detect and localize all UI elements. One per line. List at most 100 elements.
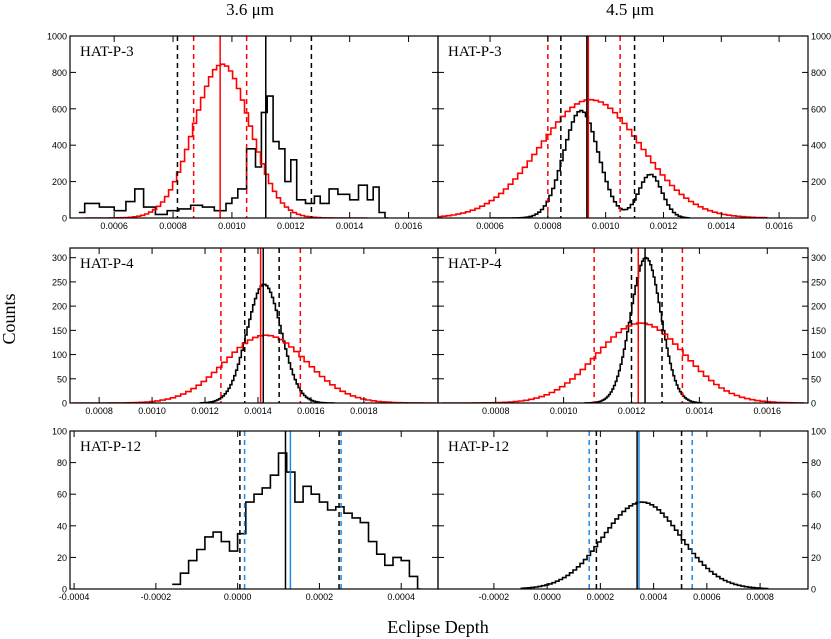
y-tick-label: 150: [52, 326, 67, 336]
planet-label: HAT-P-12: [448, 439, 509, 455]
planet-label: HAT-P-4: [448, 256, 502, 272]
y-axis-label: Counts: [0, 293, 19, 344]
y-tick-label: 400: [52, 141, 67, 151]
y-tick-label: 600: [52, 104, 67, 114]
y-tick-label: 0: [811, 214, 816, 224]
y-tick-label: 40: [57, 521, 67, 531]
plot-area: [441, 248, 805, 403]
panel-hat-p-4-4-5: 0.0008 0.0010 0.0012 0.0014 0.0016 0 50 100 150 2…: [437, 247, 826, 416]
y-tick-label: 200: [52, 177, 67, 187]
x-tick-label: 0.0006: [693, 592, 721, 602]
x-tick-label: 0.0000: [224, 592, 252, 602]
histogram-series-black: [490, 109, 690, 218]
x-tick-label: 0.0016: [395, 221, 423, 231]
x-tick-label: 0.0006: [476, 221, 504, 231]
y-tick-label: 200: [811, 302, 826, 312]
column-title-3-6-micron: 3.6 μm: [226, 0, 274, 19]
y-tick-label: 40: [811, 521, 821, 531]
y-tick-label: 100: [811, 427, 826, 437]
y-tick-label: 20: [811, 553, 821, 563]
y-tick-label: 0: [62, 214, 67, 224]
x-tick-label: 0.0010: [138, 406, 166, 416]
y-tick-label: 0: [62, 585, 67, 595]
planet-label: HAT-P-3: [80, 44, 134, 60]
plot-area: [438, 36, 768, 218]
y-tick-label: 250: [52, 277, 67, 287]
x-tick-label: 0.0008: [746, 592, 774, 602]
x-tick-label: -0.0002: [479, 592, 510, 602]
x-tick-label: 0.0004: [640, 592, 668, 602]
x-tick-label: 0.0016: [765, 221, 793, 231]
y-tick-label: 400: [811, 141, 826, 151]
x-tick-label: 0.0014: [686, 406, 714, 416]
y-tick-label: 200: [811, 177, 826, 187]
y-tick-label: 80: [811, 458, 821, 468]
y-tick-label: 80: [57, 458, 67, 468]
x-tick-label: 0.0012: [618, 406, 646, 416]
y-tick-label: 60: [57, 490, 67, 500]
histogram-series-black: [172, 452, 421, 589]
x-tick-label: 0.0004: [387, 592, 415, 602]
x-tick-label: 0.0014: [708, 221, 736, 231]
histogram-series-red: [438, 98, 768, 218]
x-tick-label: 0.0016: [297, 406, 325, 416]
y-tick-label: 1000: [811, 32, 831, 42]
x-tick-label: 0.0002: [587, 592, 615, 602]
panel-frame: [437, 247, 809, 404]
y-tick-label: 20: [57, 553, 67, 563]
panel-hat-p-12-4-5: -0.0002 0.0000 0.0002 0.0004 0.0006 0.0008 0 20…: [437, 427, 826, 602]
y-tick-label: 300: [811, 253, 826, 263]
x-axis-label: Eclipse Depth: [387, 617, 488, 637]
plot-area: [78, 36, 388, 218]
x-tick-label: 0.0014: [244, 406, 272, 416]
y-tick-label: 60: [811, 490, 821, 500]
histogram-series-black: [199, 283, 336, 403]
panel-frame: [437, 430, 809, 590]
y-tick-label: 800: [52, 68, 67, 78]
x-tick-label: 0.0012: [650, 221, 678, 231]
y-tick-label: 200: [52, 302, 67, 312]
x-tick-label: 0.0006: [100, 221, 128, 231]
y-tick-label: 150: [811, 326, 826, 336]
histogram-series-red: [72, 334, 436, 403]
y-tick-label: 100: [52, 427, 67, 437]
panel-hat-p-3-4-5: 0.0006 0.0008 0.0010 0.0012 0.0014 0.0016 0 200…: [437, 32, 831, 231]
plot-area: [172, 431, 421, 589]
x-tick-label: 0.0008: [85, 406, 113, 416]
histogram-series-black: [520, 501, 769, 589]
y-tick-label: 50: [57, 374, 67, 384]
x-tick-label: 0.0010: [218, 221, 246, 231]
x-tick-label: 0.0014: [336, 221, 364, 231]
x-tick-label: 0.0008: [159, 221, 187, 231]
planet-label: HAT-P-4: [80, 256, 134, 272]
y-tick-label: 1000: [47, 32, 67, 42]
x-tick-label: 0.0012: [191, 406, 219, 416]
y-tick-label: 800: [811, 68, 826, 78]
histogram-series-black: [78, 95, 388, 218]
x-tick-label: 0.0016: [754, 406, 782, 416]
panel-hat-p-12-3-6: -0.0004 -0.0002 0.0000 0.0002 0.0004 0 20 40 60 8…: [52, 427, 439, 602]
plot-area: [520, 431, 769, 589]
column-title-4-5-micron: 4.5 μm: [606, 0, 654, 19]
x-tick-label: -0.0004: [59, 592, 90, 602]
y-tick-label: 50: [811, 374, 821, 384]
y-tick-label: 0: [62, 399, 67, 409]
y-tick-label: 250: [811, 277, 826, 287]
x-tick-label: -0.0002: [141, 592, 172, 602]
x-tick-label: 0.0010: [592, 221, 620, 231]
x-tick-label: 0.0008: [534, 221, 562, 231]
y-tick-label: 300: [52, 253, 67, 263]
x-tick-label: 0.0010: [550, 406, 578, 416]
plot-area: [72, 248, 436, 403]
panel-frame: [69, 35, 439, 219]
planet-label: HAT-P-3: [448, 44, 502, 60]
y-tick-label: 600: [811, 104, 826, 114]
histogram-series-red: [441, 322, 805, 403]
x-tick-label: 0.0000: [533, 592, 561, 602]
y-tick-label: 100: [811, 350, 826, 360]
planet-label: HAT-P-12: [80, 439, 141, 455]
y-tick-label: 0: [811, 399, 816, 409]
x-tick-label: 0.0012: [277, 221, 305, 231]
panel-hat-p-3-3-6: 0.0006 0.0008 0.0010 0.0012 0.0014 0.0016 0 200…: [47, 32, 439, 231]
